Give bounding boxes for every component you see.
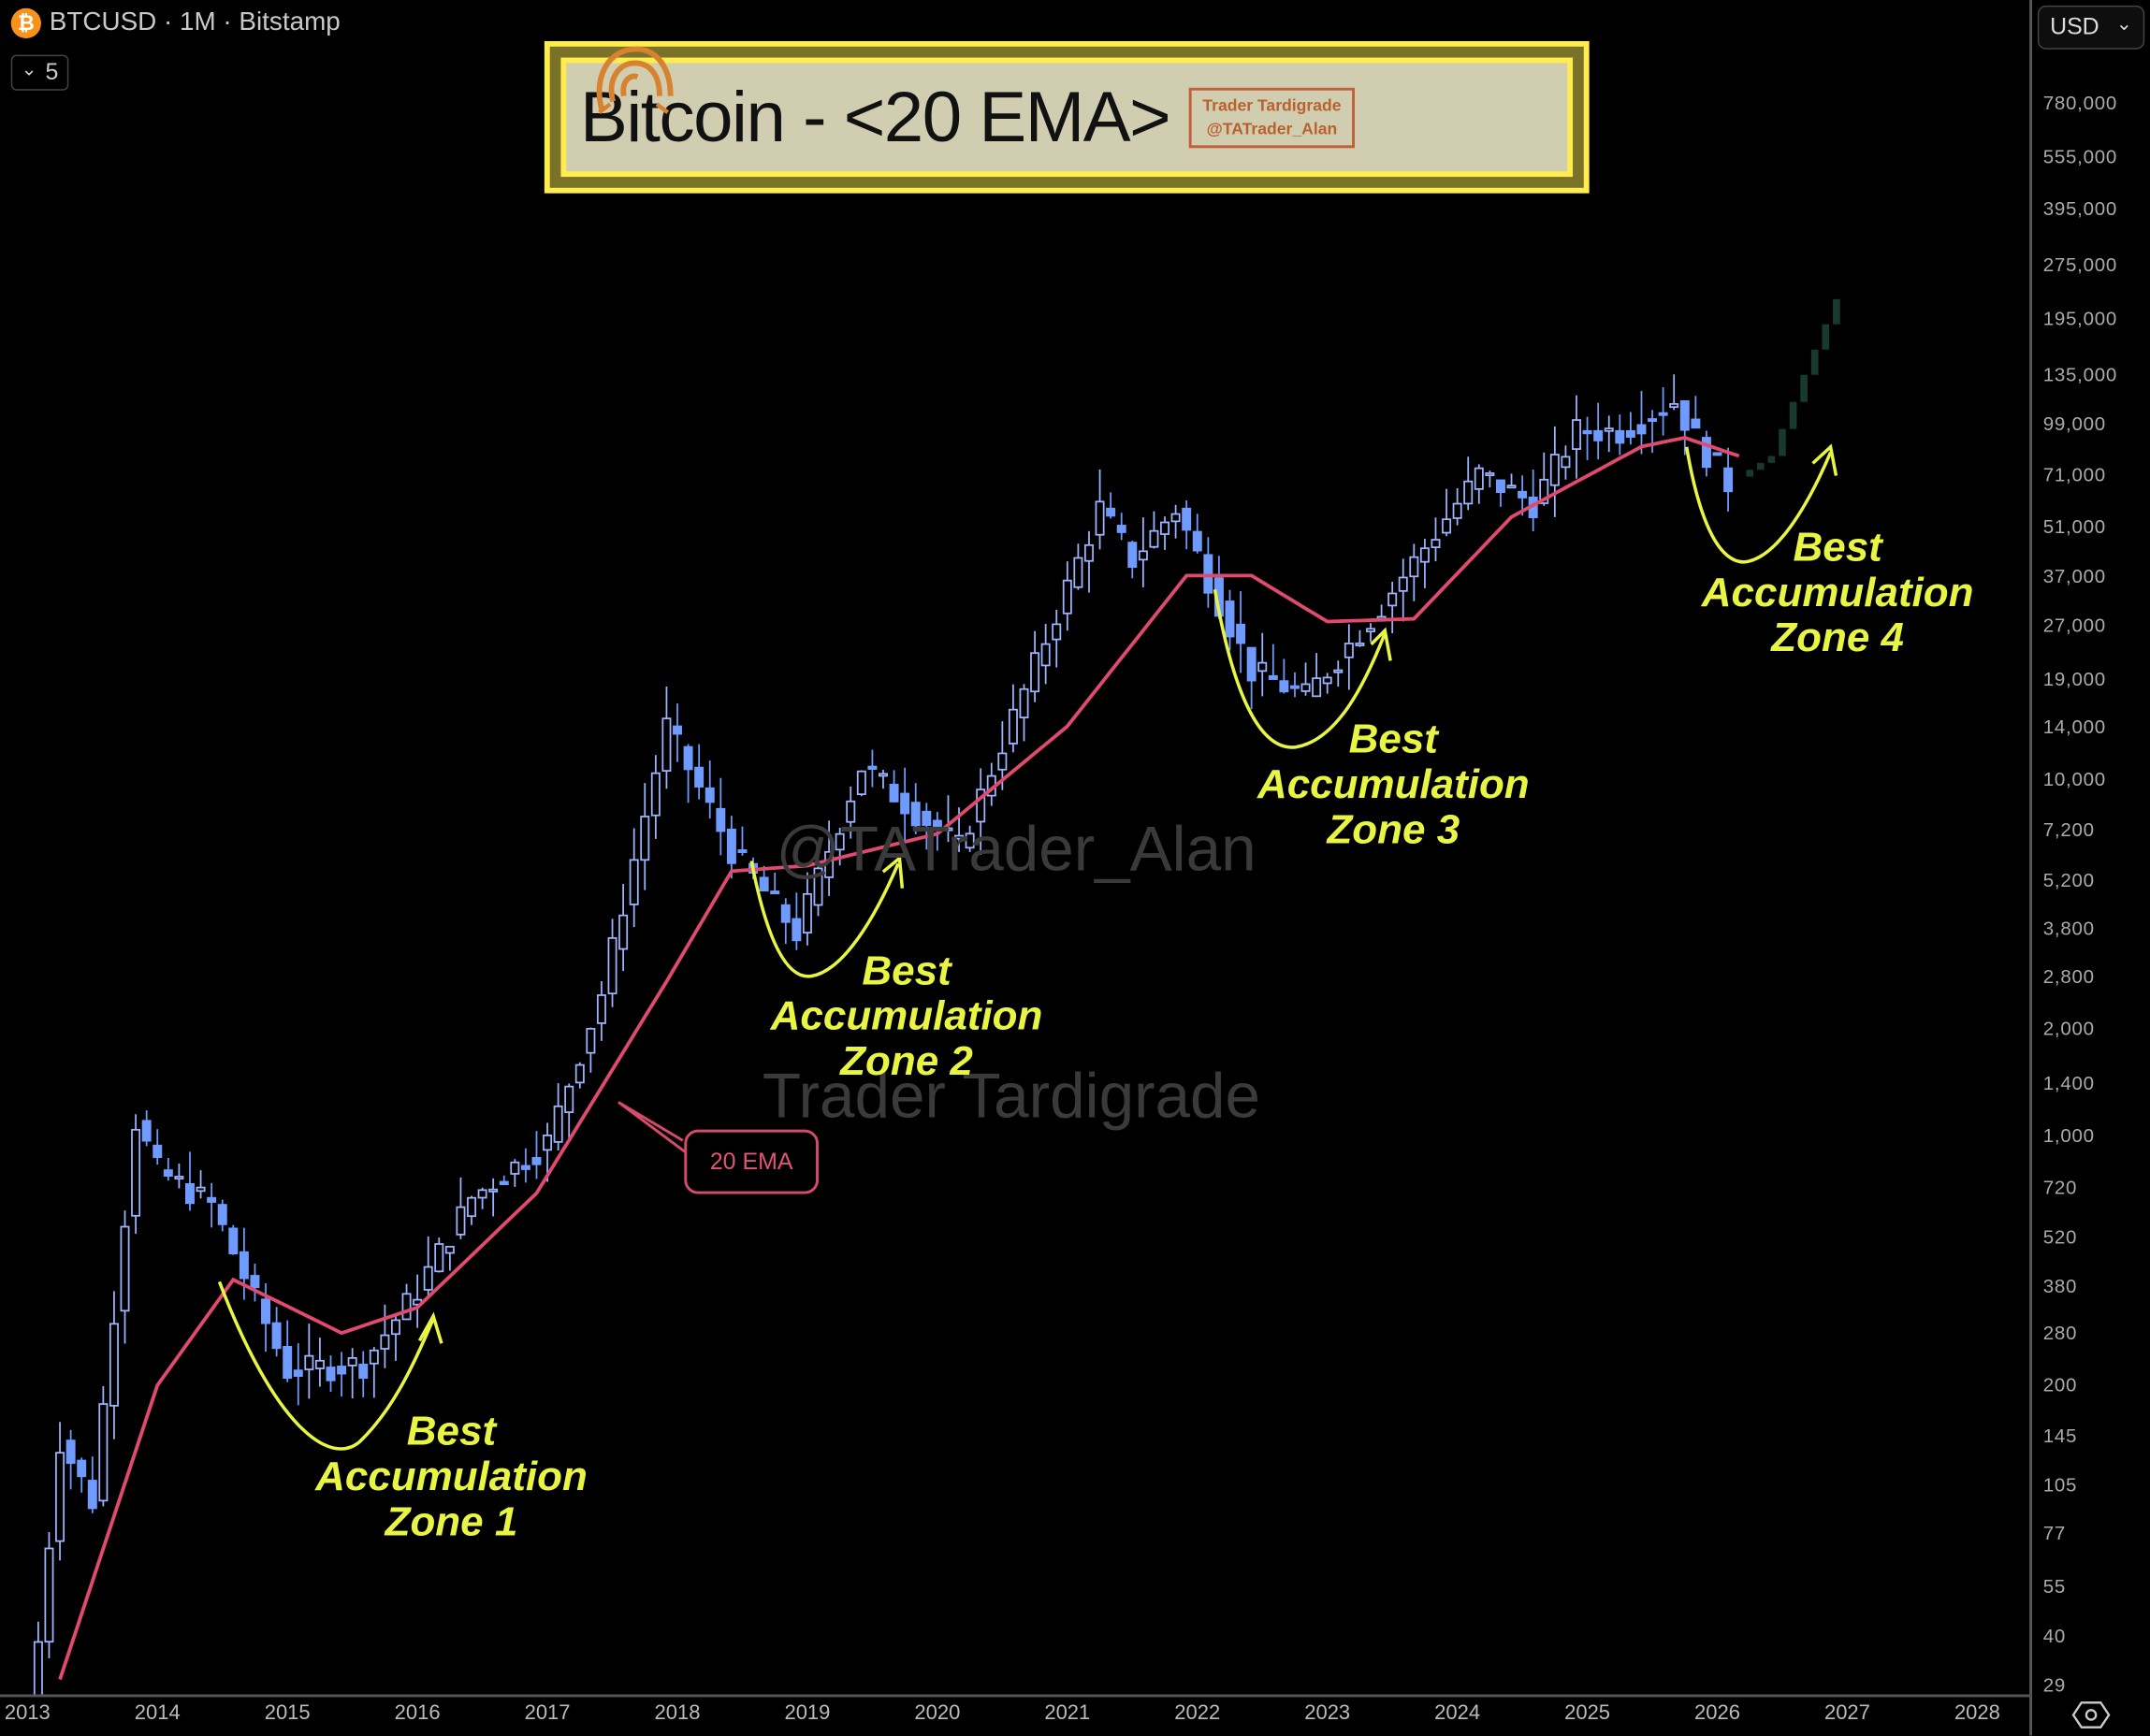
zone-2-line2: Accumulation <box>770 993 1043 1039</box>
ema-label: 20 EMA <box>684 1129 819 1194</box>
price-tick: 10,000 <box>2042 767 2106 790</box>
zone1-arrowhead <box>417 1311 443 1344</box>
price-tick: 19,000 <box>2042 668 2106 690</box>
year-tick: 2020 <box>914 1700 961 1725</box>
price-tick: 29 <box>2042 1673 2067 1696</box>
year-tick: 2027 <box>1823 1700 1870 1725</box>
zone-3-line2: Accumulation <box>1257 761 1530 808</box>
watermark-name: Trader Tardigrade <box>762 1059 1261 1132</box>
zone-2-label: Best Accumulation Zone 2 <box>771 948 1043 1084</box>
zone2-arrow <box>749 861 900 978</box>
price-tick: 40 <box>2042 1624 2067 1646</box>
price-tick: 275,000 <box>2042 253 2118 276</box>
price-tick: 780,000 <box>2042 92 2118 114</box>
price-tick: 77 <box>2042 1522 2067 1544</box>
price-tick: 14,000 <box>2042 715 2106 738</box>
price-tick: 135,000 <box>2042 364 2118 386</box>
price-tick: 37,000 <box>2042 564 2106 587</box>
year-tick: 2022 <box>1174 1700 1221 1725</box>
price-tick: 99,000 <box>2042 412 2106 434</box>
price-tick: 280 <box>2042 1322 2078 1344</box>
price-tick: 395,000 <box>2042 197 2118 220</box>
year-tick: 2017 <box>524 1700 571 1725</box>
year-tick: 2024 <box>1434 1700 1481 1725</box>
chart-settings-icon[interactable] <box>2070 1697 2112 1732</box>
indicators-toggle-button[interactable]: ⌄ 5 <box>10 54 69 91</box>
zone-1-line2: Accumulation <box>315 1454 588 1500</box>
price-tick: 1,400 <box>2042 1072 2095 1095</box>
price-tick: 1,000 <box>2042 1124 2095 1147</box>
zone1-arrow <box>217 1280 435 1451</box>
zone-2-line1: Best <box>862 948 952 994</box>
year-tick: 2028 <box>1954 1700 2000 1725</box>
year-tick: 2026 <box>1694 1700 1740 1725</box>
price-tick: 7,200 <box>2042 818 2095 841</box>
zone-3-line3: Zone 3 <box>1327 807 1460 853</box>
price-tick: 2,800 <box>2042 964 2095 988</box>
accumulation-arrows <box>217 443 1838 1451</box>
price-tick: 3,800 <box>2042 917 2095 940</box>
title-banner: Bitcoin - <20 EMA> Trader Tardigrade @TA… <box>544 40 1590 194</box>
zone-4-line1: Best <box>1793 525 1882 571</box>
zone-3-label: Best Accumulation Zone 3 <box>1257 717 1530 853</box>
price-tick: 105 <box>2042 1474 2078 1497</box>
year-tick: 2021 <box>1044 1700 1091 1725</box>
zone-4-label: Best Accumulation Zone 4 <box>1702 525 1974 660</box>
ema-20-line <box>58 435 1740 1681</box>
watermark-handle: @TATrader_Alan <box>776 813 1257 885</box>
price-tick: 195,000 <box>2042 307 2118 329</box>
zone-1-line3: Zone 1 <box>385 1499 518 1545</box>
zone-3-line1: Best <box>1348 716 1438 762</box>
zone-4-line2: Accumulation <box>1701 570 1974 616</box>
time-axis[interactable] <box>0 1694 2030 1735</box>
zone-1-line1: Best <box>406 1409 497 1455</box>
zone3-arrowhead <box>1370 627 1392 661</box>
brand-handle: @TATrader_Alan <box>1206 118 1338 138</box>
year-tick: 2019 <box>784 1700 831 1725</box>
bitcoin-icon: ₿ <box>10 7 41 39</box>
zone4-arrowhead <box>1811 443 1838 476</box>
zone-4-line3: Zone 4 <box>1771 615 1905 661</box>
price-tick: 380 <box>2042 1274 2078 1297</box>
zone4-arrow <box>1684 446 1833 564</box>
price-tick: 555,000 <box>2042 144 2118 167</box>
zone-1-label: Best Accumulation Zone 1 <box>315 1410 588 1545</box>
symbol-header[interactable]: ₿ BTCUSD · 1M · Bitstamp <box>10 7 341 39</box>
zone2-arrowhead <box>881 854 905 889</box>
price-tick: 145 <box>2042 1424 2078 1446</box>
price-tick: 51,000 <box>2042 514 2106 537</box>
year-tick: 2023 <box>1304 1700 1351 1725</box>
year-tick: 2014 <box>134 1700 181 1725</box>
price-tick: 55 <box>2042 1574 2067 1597</box>
price-tick: 27,000 <box>2042 613 2106 636</box>
price-tick: 2,000 <box>2042 1017 2095 1039</box>
price-tick: 200 <box>2042 1374 2078 1396</box>
symbol-title: BTCUSD · 1M · Bitstamp <box>49 7 341 37</box>
projection-candles <box>1746 298 1840 477</box>
year-tick: 2015 <box>264 1700 311 1725</box>
zone-2-line3: Zone 2 <box>840 1038 973 1085</box>
year-tick: 2018 <box>654 1700 701 1725</box>
year-tick: 2013 <box>4 1700 51 1725</box>
price-tick: 720 <box>2042 1175 2078 1198</box>
price-tick: 5,200 <box>2042 868 2095 891</box>
currency-selector[interactable]: USD ⌄ <box>2037 5 2145 50</box>
indicator-count: 5 <box>45 59 59 85</box>
price-tick: 520 <box>2042 1225 2078 1249</box>
price-plot[interactable] <box>0 0 2029 1695</box>
year-tick: 2025 <box>1564 1700 1611 1725</box>
price-tick: 71,000 <box>2042 463 2106 486</box>
brand-name: Trader Tardigrade <box>1202 94 1342 115</box>
year-tick: 2016 <box>394 1700 441 1725</box>
brand-badge: Trader Tardigrade @TATrader_Alan <box>1188 87 1356 148</box>
currency-label: USD <box>2050 13 2099 40</box>
zone3-arrow <box>1213 588 1387 749</box>
price-axis[interactable] <box>2029 0 2150 1736</box>
chevron-down-icon: ⌄ <box>21 56 37 80</box>
chevron-down-icon: ⌄ <box>2115 11 2133 34</box>
chart-title: Bitcoin - <20 EMA> <box>579 77 1171 157</box>
tardigrade-logo-icon <box>596 46 674 114</box>
